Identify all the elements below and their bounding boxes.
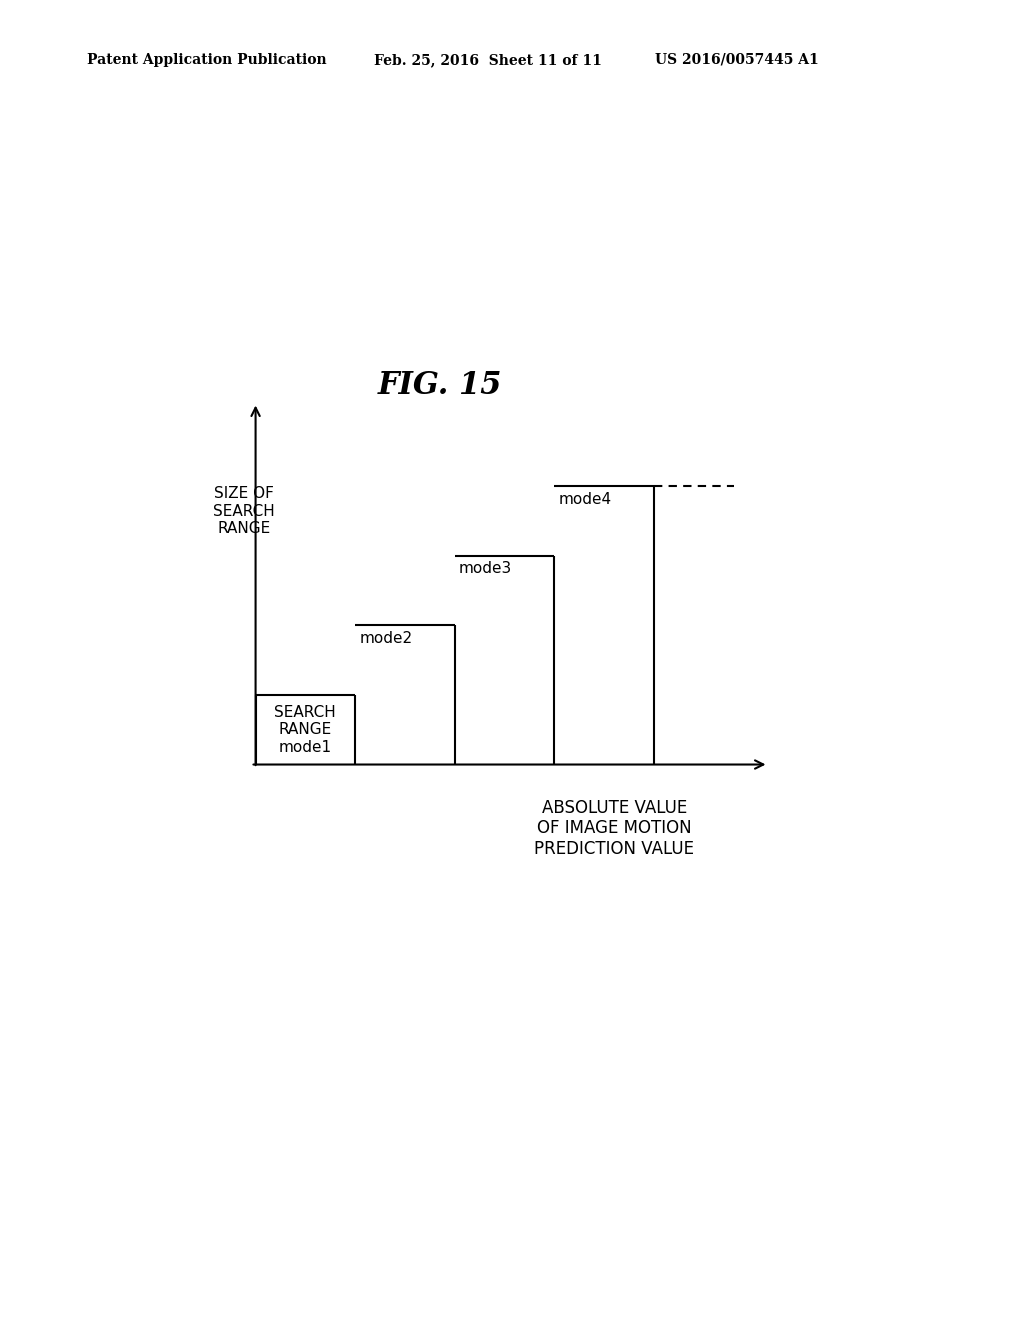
Text: SEARCH
RANGE
mode1: SEARCH RANGE mode1	[274, 705, 336, 755]
Text: SIZE OF
SEARCH
RANGE: SIZE OF SEARCH RANGE	[213, 486, 274, 536]
Text: mode2: mode2	[359, 631, 413, 645]
Text: ABSOLUTE VALUE
OF IMAGE MOTION
PREDICTION VALUE: ABSOLUTE VALUE OF IMAGE MOTION PREDICTIO…	[535, 799, 694, 858]
Text: Feb. 25, 2016  Sheet 11 of 11: Feb. 25, 2016 Sheet 11 of 11	[374, 53, 602, 67]
Text: US 2016/0057445 A1: US 2016/0057445 A1	[655, 53, 819, 67]
Text: FIG. 15: FIG. 15	[378, 370, 503, 400]
Text: mode3: mode3	[459, 561, 512, 577]
Text: mode4: mode4	[558, 491, 611, 507]
Text: Patent Application Publication: Patent Application Publication	[87, 53, 327, 67]
